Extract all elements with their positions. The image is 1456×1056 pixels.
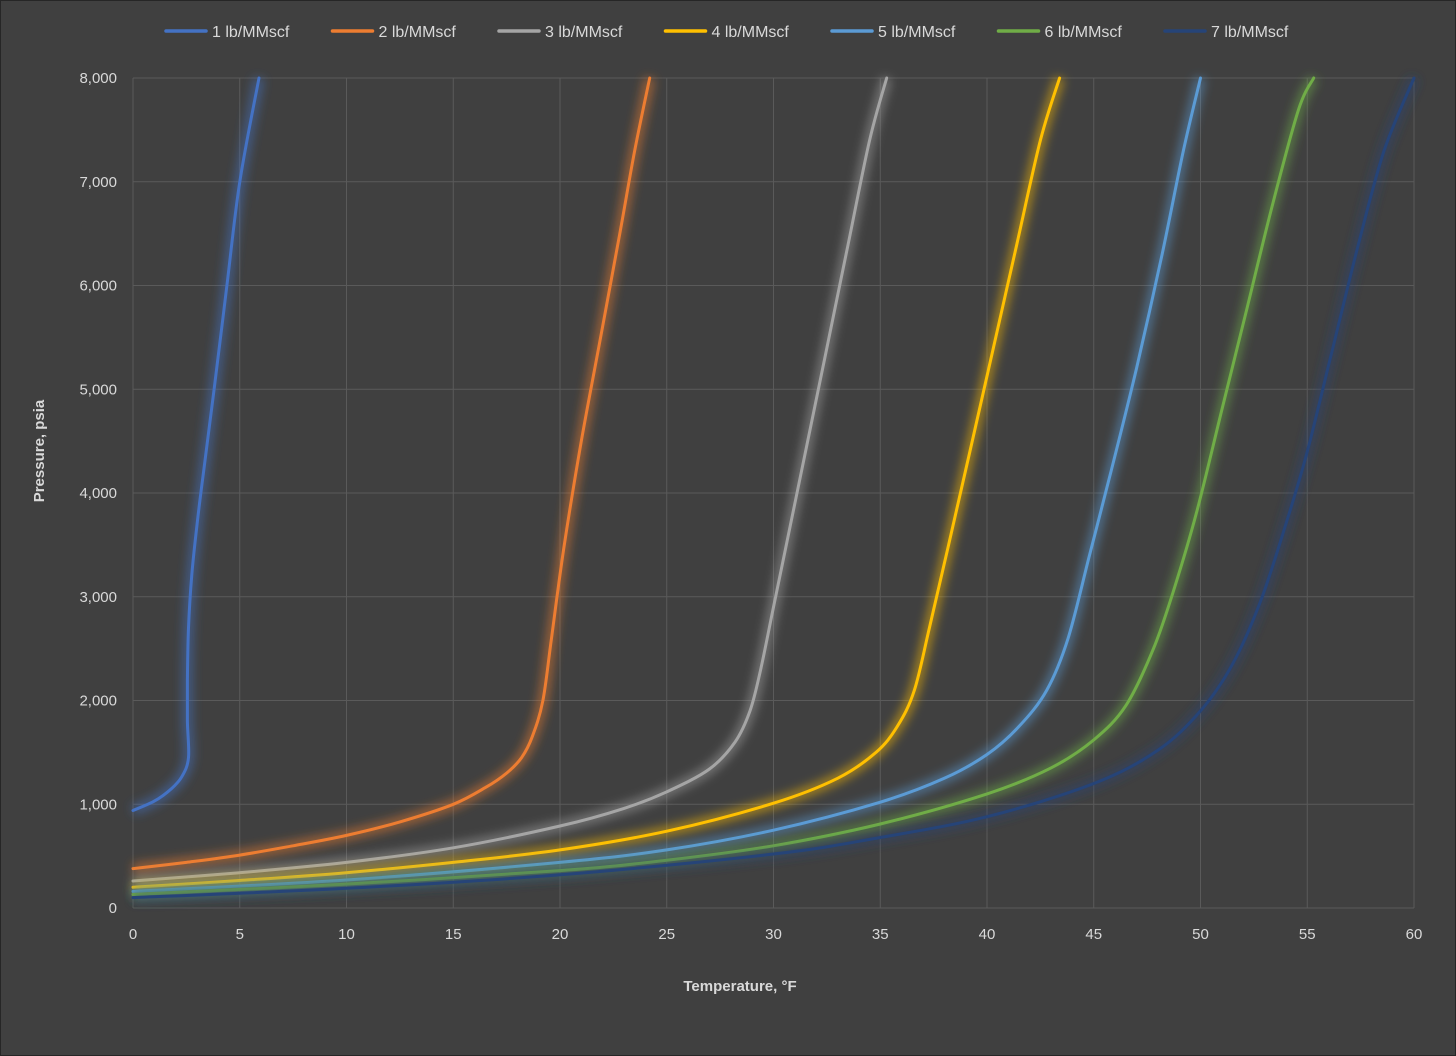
legend-label: 7 lb/MMscf — [1211, 24, 1289, 41]
y-tick-label: 3,000 — [79, 589, 117, 606]
y-tick-label: 8,000 — [79, 70, 117, 87]
series-path — [131, 76, 889, 883]
x-tick-label: 10 — [338, 926, 355, 943]
legend-item[interactable]: 7 lb/MMscf — [1163, 24, 1289, 41]
series-5-line — [131, 76, 1206, 897]
x-tick-label: 40 — [979, 926, 996, 943]
legend-label: 2 lb/MMscf — [379, 24, 457, 41]
legend-label: 1 lb/MMscf — [212, 24, 290, 41]
series-path — [131, 76, 1416, 900]
legend-item[interactable]: 6 lb/MMscf — [996, 24, 1123, 41]
series-path — [131, 76, 1316, 896]
series-path — [131, 76, 1062, 889]
legend-item[interactable]: 4 lb/MMscf — [663, 24, 790, 41]
series-4-line — [131, 76, 1065, 893]
series-glow — [132, 76, 655, 874]
x-tick-label: 35 — [872, 926, 889, 943]
y-tick-label: 2,000 — [79, 693, 117, 710]
series-1-line — [130, 76, 264, 816]
legend-label: 6 lb/MMscf — [1045, 24, 1123, 41]
x-tick-label: 0 — [129, 926, 137, 943]
series-3-line — [131, 76, 892, 886]
legend-item[interactable]: 2 lb/MMscf — [330, 24, 457, 41]
series-glow — [132, 75, 1319, 900]
legend-label: 3 lb/MMscf — [545, 24, 623, 41]
series-path — [131, 76, 652, 871]
y-tick-label: 5,000 — [79, 381, 117, 398]
y-tick-label: 0 — [109, 900, 117, 917]
x-axis-title: Temperature, °F — [683, 978, 796, 995]
legend-label: 4 lb/MMscf — [712, 24, 790, 41]
legend[interactable]: 1 lb/MMscf 2 lb/MMscf 3 lb/MMscf 4 lb/MMscf… — [164, 24, 1289, 41]
series-layer — [130, 75, 1419, 903]
legend-item[interactable]: 5 lb/MMscf — [830, 24, 956, 41]
series-2-line — [131, 76, 655, 874]
legend-item[interactable]: 3 lb/MMscf — [497, 24, 623, 41]
series-glow — [132, 76, 1065, 893]
series-path — [131, 76, 261, 812]
series-6-line — [131, 75, 1319, 900]
y-tick-label: 6,000 — [79, 278, 117, 295]
x-tick-label: 50 — [1192, 926, 1209, 943]
x-tick-label: 5 — [236, 926, 244, 943]
axis-layer: 0 1,000 2,000 3,000 4,000 5,000 6,000 7,000 8,00… — [79, 70, 1422, 943]
y-tick-label: 7,000 — [79, 174, 117, 191]
y-axis-title: Pressure, psia — [31, 399, 48, 502]
x-tick-label: 25 — [658, 926, 675, 943]
grid-layer — [132, 77, 1415, 909]
x-tick-label: 30 — [765, 926, 782, 943]
x-tick-label: 20 — [552, 926, 569, 943]
series-7-line — [131, 76, 1419, 903]
legend-item[interactable]: 1 lb/MMscf — [164, 24, 290, 41]
legend-label: 5 lb/MMscf — [878, 24, 956, 41]
x-tick-label: 55 — [1299, 926, 1316, 943]
y-tick-label: 1,000 — [79, 796, 117, 813]
series-path — [131, 76, 1202, 893]
x-tick-label: 45 — [1085, 926, 1102, 943]
x-tick-label: 15 — [445, 926, 462, 943]
x-tick-label: 60 — [1406, 926, 1423, 943]
y-tick-label: 4,000 — [79, 485, 117, 502]
